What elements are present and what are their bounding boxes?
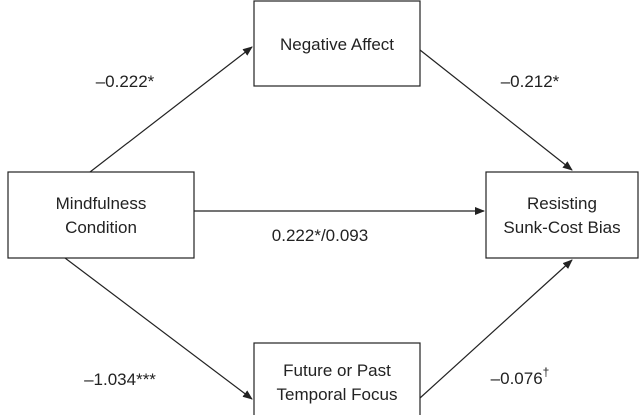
edge-label-sup: † [543, 365, 550, 379]
node-label: Negative Affect [280, 35, 394, 54]
edge-label: –0.076† [491, 365, 550, 388]
edge-label-text: –0.212* [501, 72, 560, 91]
arrow [64, 257, 253, 400]
node-box [253, 0, 421, 87]
edge-label: 0.222*/0.093 [272, 226, 368, 245]
edge-label-text: –1.034*** [84, 370, 156, 389]
node-label: Temporal Focus [277, 385, 398, 404]
node-label: Condition [65, 218, 137, 237]
arrow [89, 46, 253, 173]
edge-label-text: –0.076 [491, 369, 543, 388]
node-box [253, 342, 421, 415]
edge-label: –1.034*** [84, 370, 156, 389]
arrow [419, 49, 573, 171]
node-label: Sunk-Cost Bias [503, 218, 620, 237]
edge-label: –0.212* [501, 72, 560, 91]
arrow [419, 259, 573, 399]
edge-label-text: 0.222*/0.093 [272, 226, 368, 245]
edge-label-text: –0.222* [96, 72, 155, 91]
node-box [485, 171, 639, 259]
node-label: Mindfulness [56, 194, 147, 213]
node-box [7, 171, 195, 259]
node-label: Future or Past [283, 361, 391, 380]
edge-label: –0.222* [96, 72, 155, 91]
node-label: Resisting [527, 194, 597, 213]
